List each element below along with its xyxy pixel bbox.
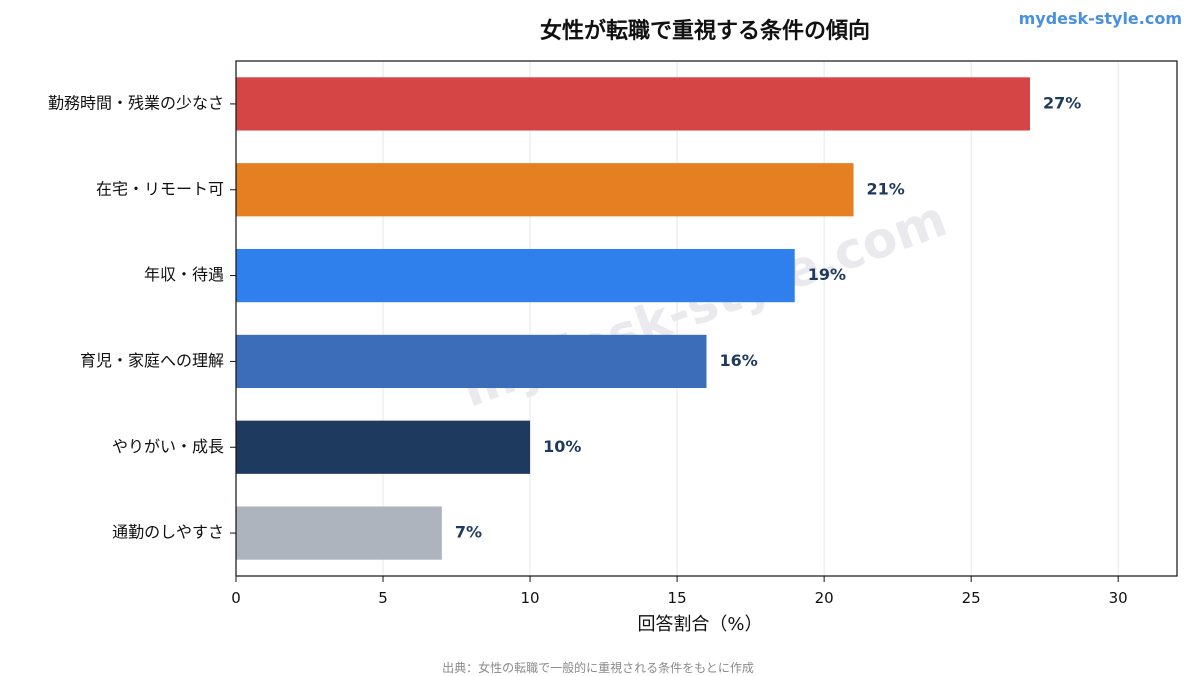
- category-label: 育児・家庭への理解: [80, 351, 224, 370]
- category-label: やりがい・成長: [112, 437, 224, 456]
- brand-label: mydesk-style.com: [1019, 9, 1182, 28]
- value-label: 10%: [543, 437, 581, 456]
- category-label: 勤務時間・残業の少なさ: [48, 93, 224, 112]
- category-label: 在宅・リモート可: [96, 179, 224, 198]
- bars: [236, 77, 1030, 560]
- category-label: 年収・待遇: [144, 265, 224, 284]
- bar: [236, 77, 1030, 131]
- x-axis-title: 回答割合（%）: [637, 614, 762, 635]
- value-label: 21%: [867, 179, 905, 198]
- x-tick-label: 20: [815, 589, 834, 607]
- x-axis-ticks: 0 5 10 15 20 25 30: [231, 576, 1128, 607]
- value-label: 27%: [1043, 93, 1081, 112]
- x-tick-label: 5: [378, 589, 388, 607]
- x-tick-label: 15: [668, 589, 687, 607]
- x-tick-label: 30: [1109, 589, 1128, 607]
- source-note: 出典：女性の転職で一般的に重視される条件をもとに作成: [442, 660, 754, 675]
- bar: [236, 334, 707, 389]
- bar: [236, 248, 795, 303]
- value-label: 7%: [455, 523, 482, 542]
- value-label: 19%: [808, 265, 846, 284]
- category-label: 通勤のしやすさ: [112, 523, 224, 542]
- grid-lines: [235, 61, 1119, 576]
- plot-frame: [235, 60, 1178, 577]
- x-tick-label: 25: [962, 589, 981, 607]
- x-tick-label: 10: [521, 589, 540, 607]
- x-tick-label: 0: [231, 589, 241, 607]
- value-label: 16%: [720, 351, 758, 370]
- y-axis-labels: 勤務時間・残業の少なさ在宅・リモート可年収・待遇育児・家庭への理解やりがい・成長…: [48, 93, 236, 542]
- chart-title: 女性が転職で重視する条件の傾向: [540, 18, 870, 44]
- bar: [236, 163, 854, 217]
- bar: [236, 506, 442, 560]
- value-labels: 27% 21% 19% 16% 10% 7%: [455, 93, 1081, 541]
- bar: [236, 420, 531, 474]
